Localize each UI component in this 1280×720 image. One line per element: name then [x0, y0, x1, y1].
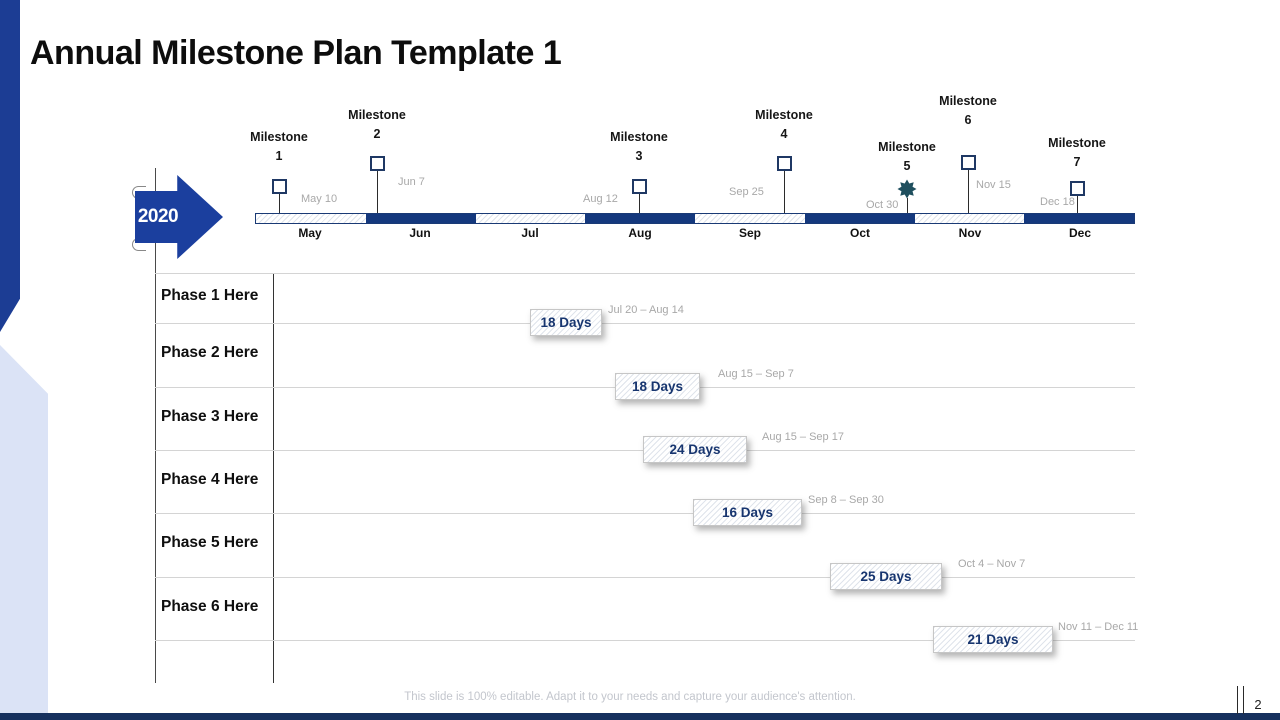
milestone-1-date: May 10	[301, 193, 338, 205]
phase-1-date-range: Jul 20 – Aug 14	[608, 304, 684, 316]
phase-5-date-range: Oct 4 – Nov 7	[958, 558, 1026, 570]
milestone-7-stem	[1077, 196, 1078, 213]
milestone-5-label: Milestone 5	[847, 138, 967, 176]
month-label-nov: Nov	[958, 226, 982, 240]
phase-6-duration-badge: 21 Days	[933, 626, 1053, 653]
milestone-title-line: Milestone	[250, 130, 308, 144]
timeline-axis-line	[155, 168, 156, 683]
month-label-aug: Aug	[628, 226, 652, 240]
phase-3-label: Phase 3 Here	[161, 407, 259, 425]
milestone-title-line: Milestone	[610, 130, 668, 144]
milestone-2-stem	[377, 171, 378, 213]
milestone-4-label: Milestone 4	[724, 106, 844, 144]
milestone-4-date: Sep 25	[729, 186, 764, 198]
phase-2-date-range: Aug 15 – Sep 7	[718, 368, 794, 380]
milestone-5-star-marker	[897, 179, 917, 199]
timeline-bar	[255, 213, 1135, 224]
milestone-number-line: 4	[780, 126, 788, 141]
milestone-6-label: Milestone 6	[908, 92, 1028, 130]
phase-1-duration-badge: 18 Days	[530, 309, 602, 336]
bottom-accent-strip	[0, 713, 1280, 720]
phase-2-duration-badge: 18 Days	[615, 373, 700, 400]
milestone-3-label: Milestone 3	[579, 128, 699, 166]
milestone-3-date: Aug 12	[583, 193, 618, 205]
milestone-title-line: Milestone	[1048, 136, 1106, 150]
milestone-1-square-marker	[271, 179, 287, 194]
month-label-jul: Jul	[521, 226, 539, 240]
footer-note: This slide is 100% editable. Adapt it to…	[404, 691, 856, 703]
month-label-may: May	[298, 226, 322, 240]
milestone-2-date: Jun 7	[398, 176, 425, 188]
milestone-5-stem	[907, 198, 908, 213]
milestone-1-label: Milestone 1	[219, 128, 339, 166]
month-label-dec: Dec	[1068, 226, 1091, 240]
timeline-segment-dec	[1024, 214, 1134, 223]
left-accent-bar-light	[0, 345, 48, 720]
phase-4-duration-badge: 16 Days	[693, 499, 802, 526]
phase-3-date-range: Aug 15 – Sep 17	[762, 431, 844, 443]
milestone-6-date: Nov 15	[976, 179, 1011, 191]
page-number-divider-line	[1237, 686, 1238, 714]
milestone-number-line: 6	[964, 112, 972, 127]
timeline-segment-may	[256, 214, 366, 223]
phase-row-1-divider-line	[155, 323, 1135, 324]
left-accent-bar-dark	[0, 0, 20, 332]
milestone-7-label: Milestone 7	[1017, 134, 1137, 172]
milestone-6-stem	[968, 170, 969, 213]
phase-6-label: Phase 6 Here	[161, 597, 259, 615]
milestone-title-line: Milestone	[755, 108, 813, 122]
milestone-7-square-marker	[1069, 181, 1085, 196]
page-number: 2	[1254, 697, 1262, 712]
milestone-number-line: 2	[373, 126, 381, 141]
phase-5-label: Phase 5 Here	[161, 534, 259, 551]
milestone-6-square-marker	[960, 155, 976, 170]
timeline-segment-sep	[695, 214, 805, 223]
milestone-7-date: Dec 18	[1040, 196, 1075, 208]
phase-4-label: Phase 4 Here	[161, 470, 259, 488]
phase-row-4-divider-line	[155, 513, 1135, 514]
phase-6-date-range: Nov 11 – Dec 11	[1058, 621, 1139, 633]
month-label-sep: Sep	[738, 226, 761, 240]
timeline-segment-jun	[365, 214, 476, 223]
milestone-2-square-marker	[369, 156, 385, 171]
milestone-1-stem	[279, 194, 280, 213]
phase-row-6-divider-line	[155, 640, 1135, 641]
phase-column-divider-line	[273, 273, 274, 683]
milestone-number-line: 7	[1073, 154, 1081, 169]
phase-5-duration-badge: 25 Days	[830, 563, 942, 590]
milestone-number-line: 5	[903, 158, 911, 173]
milestone-2-label: Milestone 2	[317, 106, 437, 144]
milestone-title-line: Milestone	[348, 108, 406, 122]
phase-1-label: Phase 1 Here	[161, 287, 259, 304]
milestone-number-line: 1	[275, 148, 283, 163]
timeline-segment-aug	[585, 214, 695, 223]
milestone-number-line: 3	[635, 148, 643, 163]
phase-row-5-divider-line	[155, 577, 1135, 578]
page-number-divider-line	[1243, 686, 1244, 714]
timeline-segment-nov	[914, 214, 1025, 223]
year-arrow-shape: 2020	[135, 175, 223, 259]
milestone-4-square-marker	[776, 156, 792, 171]
month-label-jun: Jun	[409, 226, 431, 240]
milestone-4-stem	[784, 171, 785, 213]
phase-grid-top-line	[155, 273, 1135, 274]
milestone-5-date: Oct 30	[866, 199, 899, 211]
slide-title: Annual Milestone Plan Template 1	[30, 34, 562, 72]
timeline-segment-jul	[475, 214, 586, 223]
milestone-3-square-marker	[631, 179, 647, 194]
timeline-segment-oct	[804, 214, 915, 223]
month-labels-row: May Jun Jul Aug Sep Oct Nov Dec	[255, 226, 1135, 240]
milestone-3-stem	[639, 194, 640, 213]
month-label-oct: Oct	[849, 226, 870, 240]
phase-3-duration-badge: 24 Days	[643, 436, 747, 463]
milestone-title-line: Milestone	[939, 94, 997, 108]
milestone-title-line: Milestone	[878, 140, 936, 154]
phase-2-label: Phase 2 Here	[161, 344, 259, 361]
phase-4-date-range: Sep 8 – Sep 30	[808, 494, 884, 506]
year-label: 2020	[137, 206, 179, 227]
